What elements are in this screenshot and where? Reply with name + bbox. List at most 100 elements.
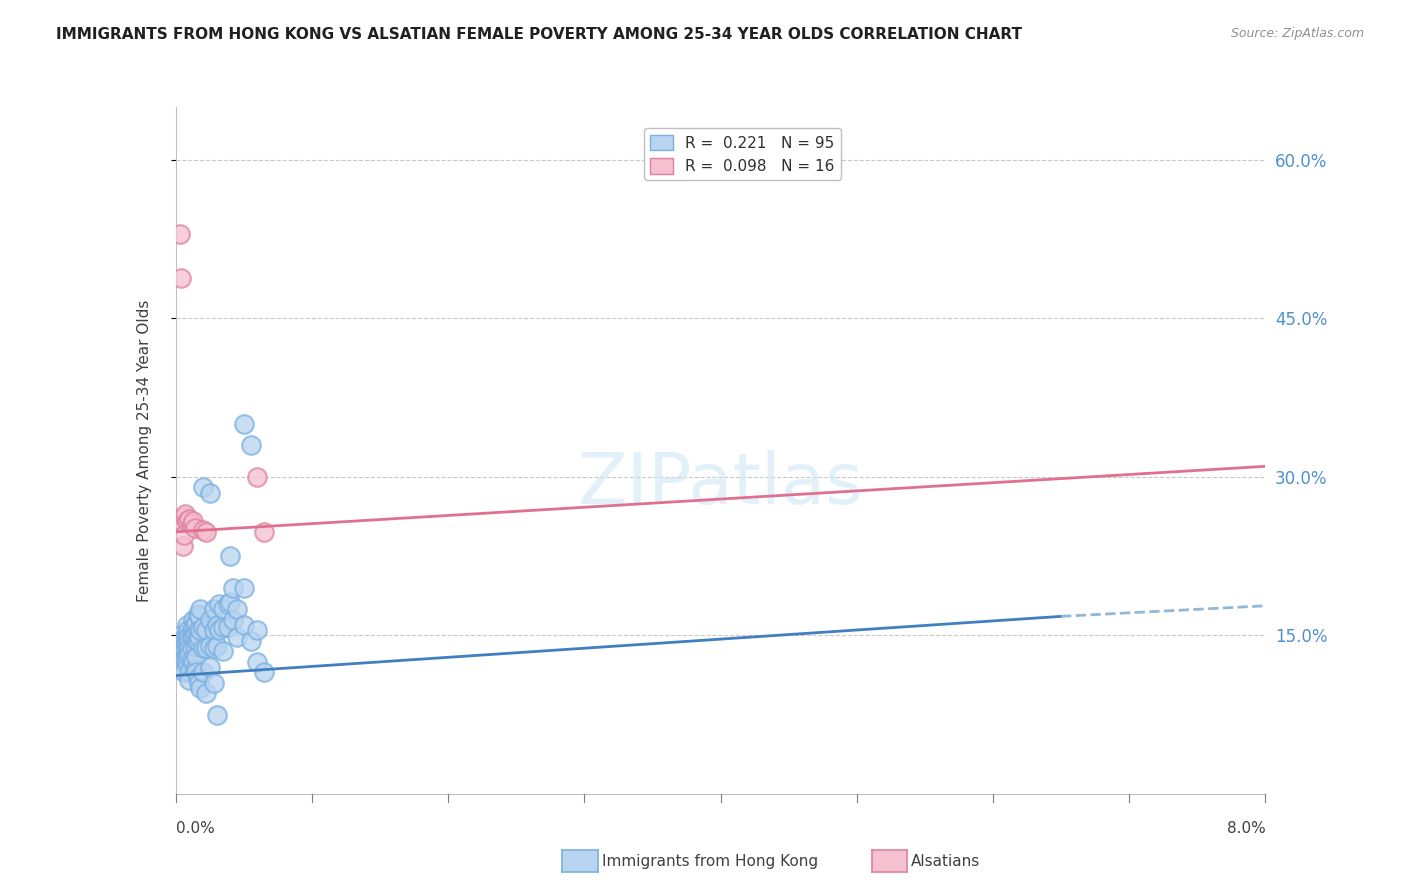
Point [179, 665, 201, 680]
Point [198, 639, 221, 653]
Point [205, 617, 228, 632]
Point [179, 512, 201, 526]
Legend: R =  0.221   N = 95, R =  0.098   N = 16: R = 0.221 N = 95, R = 0.098 N = 16 [644, 128, 841, 180]
Point [186, 671, 209, 685]
Point [187, 676, 209, 690]
Point [174, 651, 197, 665]
Point [184, 639, 207, 653]
Point [173, 633, 195, 648]
Point [173, 655, 195, 669]
Point [194, 623, 217, 637]
Point [179, 648, 201, 662]
Point [205, 639, 228, 653]
Point [222, 613, 245, 627]
Point [172, 651, 194, 665]
Point [212, 602, 235, 616]
Point [226, 631, 249, 645]
Point [177, 623, 200, 637]
Point [188, 681, 211, 696]
Point [212, 620, 235, 634]
Point [181, 623, 204, 637]
Point [179, 673, 201, 687]
Point [198, 660, 221, 674]
Point [169, 660, 191, 674]
Point [165, 633, 187, 648]
Point [174, 507, 197, 521]
Point [191, 480, 214, 494]
Point [217, 620, 239, 634]
Point [239, 633, 262, 648]
Point [208, 623, 231, 637]
Point [176, 655, 198, 669]
Point [174, 631, 197, 645]
Point [166, 512, 188, 526]
Point [181, 517, 204, 532]
Point [253, 524, 276, 539]
Point [191, 641, 214, 656]
Point [172, 639, 194, 653]
Point [194, 524, 217, 539]
Point [239, 438, 262, 452]
Point [177, 631, 200, 645]
Point [184, 628, 207, 642]
Text: Immigrants from Hong Kong: Immigrants from Hong Kong [602, 855, 818, 869]
Point [191, 523, 214, 537]
Point [184, 520, 207, 534]
Point [173, 528, 195, 542]
Text: Alsatians: Alsatians [911, 855, 980, 869]
Point [173, 510, 195, 524]
Point [183, 631, 205, 645]
Point [187, 631, 209, 645]
Point [198, 613, 221, 627]
Point [181, 641, 204, 656]
Point [167, 644, 190, 658]
Point [219, 549, 242, 563]
Point [183, 514, 205, 528]
Point [172, 539, 194, 553]
Point [202, 676, 225, 690]
Point [232, 617, 254, 632]
Point [181, 631, 204, 645]
Point [184, 662, 207, 676]
Point [202, 623, 225, 637]
Point [202, 602, 225, 616]
Point [181, 651, 204, 665]
Point [170, 655, 193, 669]
Y-axis label: Female Poverty Among 25-34 Year Olds: Female Poverty Among 25-34 Year Olds [138, 300, 152, 601]
Point [202, 641, 225, 656]
Point [186, 665, 208, 680]
Point [173, 665, 195, 680]
Point [188, 602, 211, 616]
Point [191, 620, 214, 634]
Point [169, 227, 191, 241]
Point [176, 514, 198, 528]
Point [173, 641, 195, 656]
Point [208, 597, 231, 611]
Point [183, 613, 205, 627]
Point [212, 644, 235, 658]
Point [186, 633, 208, 648]
Point [179, 641, 201, 656]
Point [176, 628, 198, 642]
Text: IMMIGRANTS FROM HONG KONG VS ALSATIAN FEMALE POVERTY AMONG 25-34 YEAR OLDS CORRE: IMMIGRANTS FROM HONG KONG VS ALSATIAN FE… [56, 27, 1022, 42]
Point [187, 609, 209, 624]
Point [174, 639, 197, 653]
Point [217, 597, 239, 611]
Point [222, 581, 245, 595]
Point [253, 665, 276, 680]
Point [246, 655, 269, 669]
Point [174, 644, 197, 658]
Text: ZIPatlas: ZIPatlas [578, 450, 863, 519]
Point [170, 662, 193, 676]
Point [169, 649, 191, 664]
Point [184, 617, 207, 632]
Point [176, 637, 198, 651]
Point [186, 623, 209, 637]
Point [232, 581, 254, 595]
Point [176, 648, 198, 662]
Point [172, 648, 194, 662]
Point [205, 707, 228, 722]
Point [194, 641, 217, 656]
Point [183, 655, 205, 669]
Point [170, 628, 193, 642]
